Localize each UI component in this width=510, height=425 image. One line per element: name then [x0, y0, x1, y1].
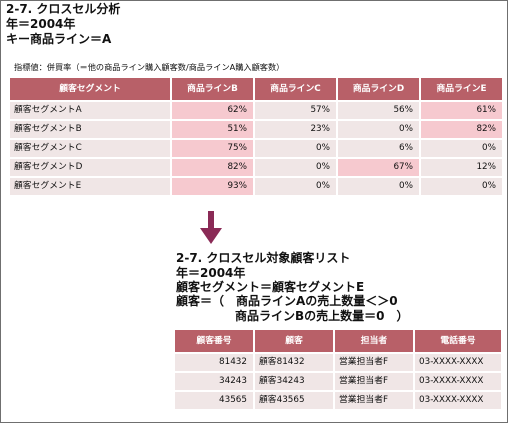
drilldown-arrow-icon — [200, 211, 222, 244]
rate-cell: 0% — [421, 140, 502, 157]
rate-cell: 82% — [172, 159, 253, 176]
phone-cell: 03-XXXX-XXXX — [415, 373, 501, 390]
phone-cell: 03-XXXX-XXXX — [415, 354, 501, 371]
rate-cell: 6% — [338, 140, 419, 157]
rate-cell: 93% — [172, 178, 253, 195]
table-row: 顧客セグメントC 75% 0% 6% 0% — [10, 140, 502, 157]
table-row: 顧客セグメントA 62% 57% 56% 61% — [10, 102, 502, 119]
table-row: 43565 顧客43565 営業担当者F 03-XXXX-XXXX — [175, 392, 501, 409]
customer-name-cell: 顧客43565 — [255, 392, 333, 409]
rate-cell: 62% — [172, 102, 253, 119]
col-header-rep: 担当者 — [335, 330, 413, 352]
rate-cell: 0% — [338, 178, 419, 195]
segment-label: 顧客セグメントB — [10, 121, 170, 138]
cross-sell-header-row: 顧客セグメント 商品ラインB 商品ラインC 商品ラインD 商品ラインE — [10, 78, 502, 100]
metric-note: 指標値：併買率（＝他の商品ライン購入顧客数/商品ラインA購入顧客数） — [14, 62, 285, 72]
rep-cell: 営業担当者F — [335, 392, 413, 409]
col-header-line-e: 商品ラインE — [421, 78, 502, 100]
list-title-block: 2-7. クロスセル対象顧客リスト 年＝2004年 顧客セグメント＝顧客セグメン… — [176, 251, 364, 295]
list-title: 2-7. クロスセル対象顧客リスト — [176, 251, 351, 265]
col-header-line-d: 商品ラインD — [338, 78, 419, 100]
col-header-line-c: 商品ラインC — [255, 78, 336, 100]
rate-cell: 57% — [255, 102, 336, 119]
rate-cell: 75% — [172, 140, 253, 157]
customer-list-header-row: 顧客番号 顧客 担当者 電話番号 — [175, 330, 501, 352]
list-year: 年＝2004年 — [176, 265, 246, 280]
rate-cell: 0% — [338, 121, 419, 138]
customer-list-table: 顧客番号 顧客 担当者 電話番号 81432 顧客81432 営業担当者F 03… — [173, 328, 503, 411]
list-condition: 顧客＝（ 商品ラインAの売上数量＜＞0 商品ラインBの売上数量＝0 ） — [176, 294, 409, 323]
list-segment: 顧客セグメント＝顧客セグメントE — [176, 280, 365, 294]
rate-cell: 0% — [421, 178, 502, 195]
condition-line-2: 商品ラインBの売上数量＝0 ） — [235, 308, 409, 323]
condition-line-1: 顧客＝（ 商品ラインAの売上数量＜＞0 — [176, 294, 398, 308]
segment-label: 顧客セグメントC — [10, 140, 170, 157]
customer-no-cell: 43565 — [175, 392, 253, 409]
rep-cell: 営業担当者F — [335, 373, 413, 390]
rate-cell: 56% — [338, 102, 419, 119]
rate-cell: 51% — [172, 121, 253, 138]
table-row: 顧客セグメントE 93% 0% 0% 0% — [10, 178, 502, 195]
col-header-customer-no: 顧客番号 — [175, 330, 253, 352]
rep-cell: 営業担当者F — [335, 354, 413, 371]
rate-cell: 0% — [255, 140, 336, 157]
rate-cell: 23% — [255, 121, 336, 138]
col-header-segment: 顧客セグメント — [10, 78, 170, 100]
customer-name-cell: 顧客81432 — [255, 354, 333, 371]
phone-cell: 03-XXXX-XXXX — [415, 392, 501, 409]
cross-sell-table: 顧客セグメント 商品ラインB 商品ラインC 商品ラインD 商品ラインE 顧客セグ… — [8, 76, 504, 197]
segment-label: 顧客セグメントA — [10, 102, 170, 119]
table-row: 81432 顧客81432 営業担当者F 03-XXXX-XXXX — [175, 354, 501, 371]
customer-no-cell: 81432 — [175, 354, 253, 371]
col-header-line-b: 商品ラインB — [172, 78, 253, 100]
rate-cell: 67% — [338, 159, 419, 176]
analysis-key: キー商品ライン＝A — [6, 32, 112, 46]
table-row: 顧客セグメントD 82% 0% 67% 12% — [10, 159, 502, 176]
customer-no-cell: 34243 — [175, 373, 253, 390]
analysis-year: 年＝2004年 — [6, 17, 76, 31]
rate-cell: 61% — [421, 102, 502, 119]
rate-cell: 0% — [255, 159, 336, 176]
rate-cell: 82% — [421, 121, 502, 138]
rate-cell: 12% — [421, 159, 502, 176]
analysis-title: 2-7. クロスセル分析 — [6, 2, 121, 16]
analysis-title-block: 2-7. クロスセル分析 年＝2004年 キー商品ライン＝A — [6, 2, 120, 47]
customer-name-cell: 顧客34243 — [255, 373, 333, 390]
table-row: 34243 顧客34243 営業担当者F 03-XXXX-XXXX — [175, 373, 501, 390]
segment-label: 顧客セグメントE — [10, 178, 170, 195]
table-row: 顧客セグメントB 51% 23% 0% 82% — [10, 121, 502, 138]
col-header-customer: 顧客 — [255, 330, 333, 352]
col-header-phone: 電話番号 — [415, 330, 501, 352]
rate-cell: 0% — [255, 178, 336, 195]
segment-label: 顧客セグメントD — [10, 159, 170, 176]
